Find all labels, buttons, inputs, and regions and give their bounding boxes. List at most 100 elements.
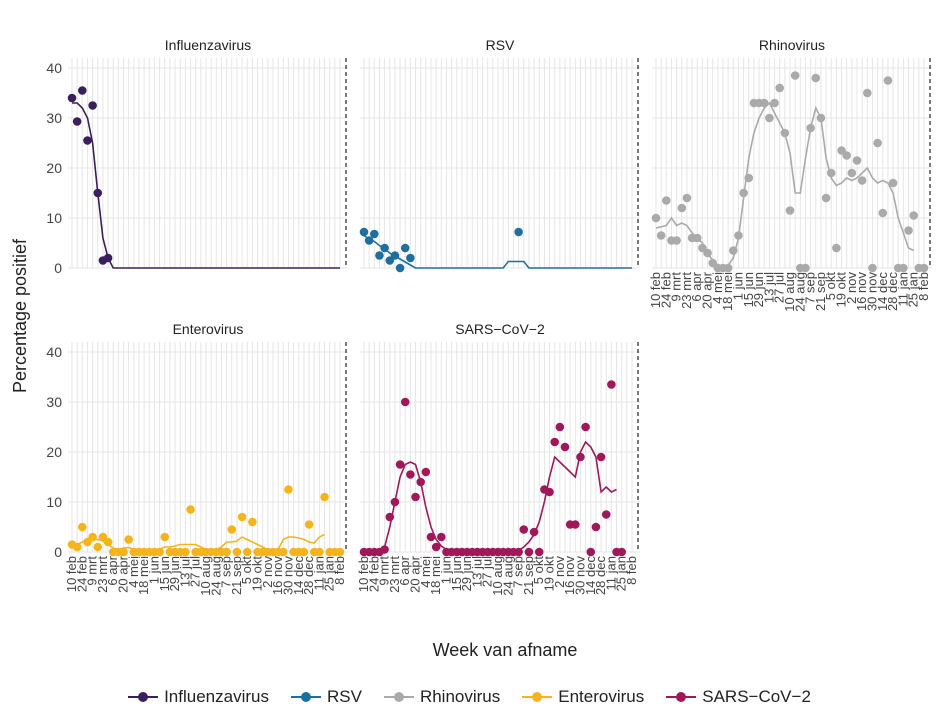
- data-point: [93, 188, 103, 198]
- legend-item: Enterovirus: [522, 687, 644, 707]
- data-point: [514, 547, 523, 557]
- x-axis-label: Week van afname: [433, 640, 578, 660]
- data-point: [72, 117, 82, 126]
- data-point: [227, 525, 237, 534]
- legend-key-icon: [290, 691, 321, 703]
- data-point: [744, 173, 754, 183]
- data-point: [723, 263, 733, 273]
- panel-title: Influenzavirus: [165, 37, 251, 53]
- x-tick-label: 16 nov: [270, 556, 285, 596]
- y-tick-label: 20: [46, 160, 62, 176]
- data-point: [67, 93, 77, 103]
- x-tick-label: 13 jul: [469, 556, 484, 587]
- data-point: [596, 452, 606, 462]
- x-tick-label: 9 mrt: [669, 272, 684, 302]
- data-point: [390, 251, 400, 260]
- data-point: [909, 211, 918, 220]
- data-point: [682, 193, 692, 203]
- data-point: [571, 520, 580, 529]
- data-point: [103, 537, 113, 547]
- legend-label: Rhinovirus: [419, 687, 501, 706]
- data-point: [279, 547, 288, 557]
- x-tick-label: 6 apr: [689, 271, 704, 301]
- data-point: [514, 227, 523, 237]
- data-point: [677, 203, 687, 213]
- data-point: [72, 542, 82, 552]
- data-point: [222, 547, 231, 557]
- data-point: [919, 263, 929, 273]
- data-point: [601, 510, 611, 519]
- x-tick-label: 21 sep: [521, 556, 536, 595]
- data-point: [672, 236, 681, 245]
- x-tick-label: 15 jun: [157, 556, 172, 591]
- x-tick-label: 19 okt: [250, 556, 265, 592]
- data-point: [617, 547, 626, 557]
- data-point: [437, 532, 446, 542]
- data-point: [581, 422, 590, 432]
- x-tick-label: 9 mrt: [377, 556, 392, 586]
- data-point: [534, 547, 544, 557]
- x-tick-label: 8 feb: [916, 272, 931, 301]
- x-tick-label: 15 jun: [449, 556, 464, 591]
- data-point: [692, 233, 702, 243]
- x-tick-label: 19 okt: [542, 556, 557, 592]
- legend-key-icon: [128, 691, 159, 703]
- data-point: [315, 547, 324, 557]
- legend-key-icon: [666, 691, 697, 703]
- x-tick-label: 11 jan: [311, 556, 326, 590]
- data-point: [868, 263, 877, 273]
- data-point: [519, 525, 529, 534]
- x-tick-label: 2 nov: [260, 556, 275, 588]
- data-point: [124, 535, 133, 544]
- data-point: [806, 123, 815, 133]
- panel-title: Enterovirus: [173, 321, 244, 337]
- x-tick-label: 7 sep: [803, 272, 818, 304]
- x-tick-label: 13 jul: [761, 272, 776, 303]
- data-point: [852, 156, 862, 165]
- data-point: [524, 547, 534, 557]
- data-point: [370, 229, 379, 239]
- data-point: [888, 178, 898, 188]
- x-tick-label: 14 dec: [875, 272, 890, 312]
- data-point: [416, 477, 425, 487]
- data-point: [545, 487, 554, 497]
- data-point: [335, 547, 345, 557]
- x-tick-label: 30 nov: [864, 272, 879, 312]
- x-tick-label: 10 feb: [64, 556, 79, 592]
- x-tick-label: 6 apr: [105, 555, 120, 585]
- data-point: [591, 522, 601, 532]
- data-point: [78, 522, 87, 532]
- data-point: [431, 542, 441, 552]
- x-tick-label: 8 feb: [332, 556, 347, 585]
- x-tick-label: 29 jun: [167, 556, 182, 591]
- data-point: [400, 243, 410, 253]
- data-point: [93, 542, 103, 552]
- x-tick-label: 10 aug: [490, 556, 505, 596]
- panel-background: [360, 58, 640, 268]
- legend-item: Rhinovirus: [383, 687, 501, 707]
- x-tick-label: 13 jul: [177, 556, 192, 587]
- x-tick-label: 29 jun: [751, 272, 766, 307]
- x-tick-label: 25 jan: [614, 556, 629, 591]
- data-point: [555, 422, 565, 432]
- data-point: [406, 253, 415, 263]
- data-point: [380, 243, 389, 253]
- legend-key-icon: [383, 691, 414, 703]
- x-tick-label: 14 dec: [583, 556, 598, 596]
- data-point: [729, 246, 738, 255]
- x-tick-label: 2 nov: [552, 556, 567, 588]
- x-tick-label: 24 aug: [792, 272, 807, 312]
- y-tick-label: 20: [46, 444, 62, 460]
- x-tick-label: 4 mei: [710, 272, 725, 304]
- data-point: [411, 492, 420, 502]
- legend-key-icon: [522, 691, 553, 703]
- x-tick-label: 27 jul: [188, 556, 203, 587]
- data-point: [155, 547, 164, 557]
- data-point: [703, 248, 712, 258]
- x-tick-label: 11 jan: [895, 272, 910, 306]
- data-point: [83, 136, 92, 145]
- legend-label: SARS−CoV−2: [702, 687, 811, 706]
- data-point: [232, 547, 242, 557]
